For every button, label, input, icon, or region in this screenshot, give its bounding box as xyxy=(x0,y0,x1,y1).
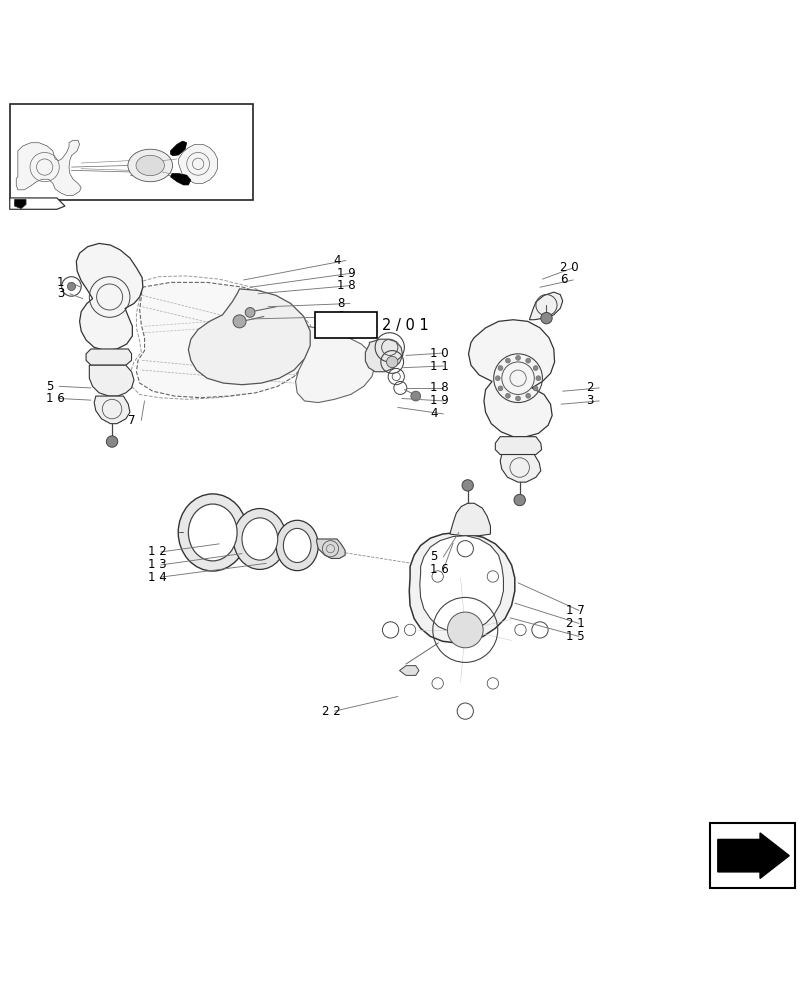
Polygon shape xyxy=(16,140,81,196)
Ellipse shape xyxy=(135,155,164,176)
Text: 1 6: 1 6 xyxy=(430,563,448,576)
Ellipse shape xyxy=(127,149,172,182)
Polygon shape xyxy=(170,174,191,185)
Polygon shape xyxy=(76,243,143,351)
Circle shape xyxy=(533,366,538,370)
Polygon shape xyxy=(10,198,65,209)
Text: 1 6: 1 6 xyxy=(46,392,65,405)
Circle shape xyxy=(513,494,525,506)
Text: 5: 5 xyxy=(46,380,54,393)
Circle shape xyxy=(504,358,509,363)
FancyBboxPatch shape xyxy=(315,312,376,338)
Ellipse shape xyxy=(283,528,311,563)
Polygon shape xyxy=(86,349,131,365)
Polygon shape xyxy=(495,437,541,455)
Text: 1 8: 1 8 xyxy=(430,381,448,394)
Circle shape xyxy=(515,396,520,401)
Circle shape xyxy=(410,391,420,401)
Text: 3: 3 xyxy=(586,394,593,407)
Polygon shape xyxy=(178,144,217,183)
Ellipse shape xyxy=(234,509,285,569)
Text: 3: 3 xyxy=(57,287,64,300)
Circle shape xyxy=(515,355,520,360)
Bar xyxy=(709,823,794,888)
Ellipse shape xyxy=(178,494,247,571)
Polygon shape xyxy=(316,539,345,558)
Polygon shape xyxy=(188,289,310,385)
Text: 6: 6 xyxy=(560,273,567,286)
Text: 1 3: 1 3 xyxy=(148,558,166,571)
Text: 5: 5 xyxy=(430,550,437,563)
Circle shape xyxy=(245,308,255,317)
Text: 4: 4 xyxy=(430,407,437,420)
Polygon shape xyxy=(89,365,134,396)
Text: 7: 7 xyxy=(128,414,135,427)
Text: 4: 4 xyxy=(333,254,340,267)
Text: 1 0: 1 0 xyxy=(430,347,448,360)
Ellipse shape xyxy=(188,504,237,561)
Circle shape xyxy=(447,612,483,648)
Text: 1 8: 1 8 xyxy=(337,279,355,292)
Circle shape xyxy=(525,393,530,398)
Circle shape xyxy=(504,393,509,398)
Polygon shape xyxy=(15,200,26,208)
Polygon shape xyxy=(399,666,418,675)
Polygon shape xyxy=(136,282,308,398)
Polygon shape xyxy=(365,339,402,372)
Text: 8: 8 xyxy=(337,297,344,310)
Polygon shape xyxy=(529,292,562,320)
Circle shape xyxy=(497,366,502,370)
Circle shape xyxy=(106,436,118,447)
Polygon shape xyxy=(409,532,514,643)
Ellipse shape xyxy=(242,518,277,560)
Text: 1 1: 1 1 xyxy=(430,360,448,373)
Text: 2 0: 2 0 xyxy=(560,261,578,274)
Polygon shape xyxy=(94,396,130,424)
Polygon shape xyxy=(468,320,554,437)
Text: 1 4: 1 4 xyxy=(148,571,166,584)
Text: 1 7: 1 7 xyxy=(565,604,584,617)
Polygon shape xyxy=(449,503,490,536)
Text: 2: 2 xyxy=(586,381,593,394)
Circle shape xyxy=(233,315,246,328)
Circle shape xyxy=(540,312,551,324)
Polygon shape xyxy=(295,326,375,403)
Polygon shape xyxy=(419,536,503,632)
Polygon shape xyxy=(170,141,187,156)
Text: 9: 9 xyxy=(337,310,344,323)
Text: 2 / 0 1: 2 / 0 1 xyxy=(381,318,428,333)
Polygon shape xyxy=(500,455,540,482)
Text: 2 1: 2 1 xyxy=(565,617,584,630)
Text: 1: 1 xyxy=(57,276,64,289)
Circle shape xyxy=(497,386,502,391)
Ellipse shape xyxy=(276,520,318,571)
Circle shape xyxy=(533,386,538,391)
Circle shape xyxy=(461,480,473,491)
Circle shape xyxy=(525,358,530,363)
Text: 1 . 4 0: 1 . 4 0 xyxy=(322,318,369,333)
Circle shape xyxy=(495,376,500,381)
Circle shape xyxy=(386,356,397,368)
Polygon shape xyxy=(717,833,788,878)
Text: 2 2: 2 2 xyxy=(321,705,340,718)
Circle shape xyxy=(67,282,75,291)
Text: 1 9: 1 9 xyxy=(430,394,448,407)
Bar xyxy=(10,104,253,200)
Text: 1 2: 1 2 xyxy=(148,545,166,558)
Text: 1 5: 1 5 xyxy=(565,630,584,643)
Circle shape xyxy=(535,376,540,381)
Text: 1 9: 1 9 xyxy=(337,267,355,280)
